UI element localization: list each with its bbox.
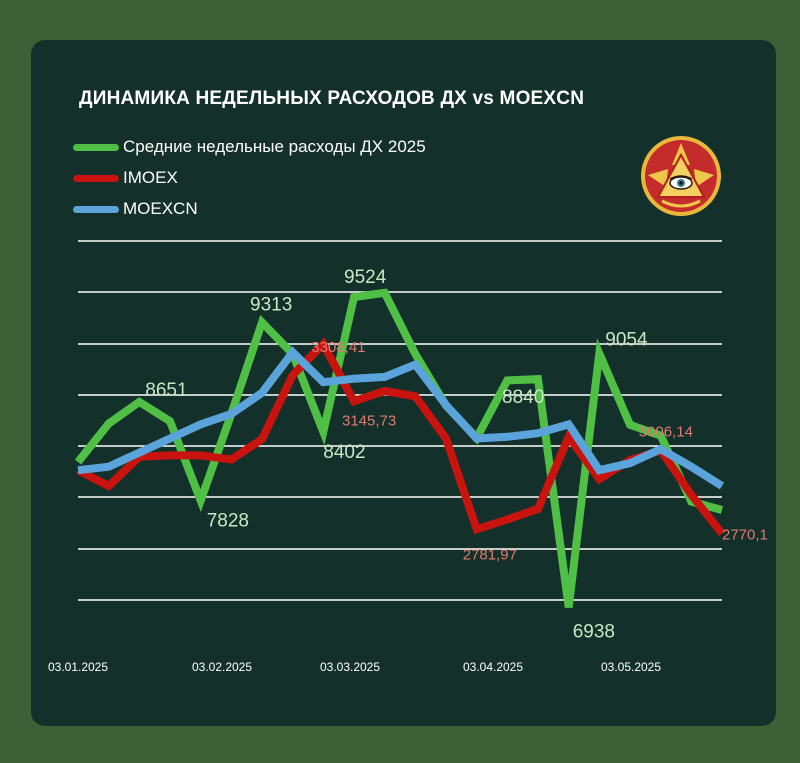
data-label-spending: 8402 [323, 442, 365, 463]
data-label-imoex: 3145,73 [342, 412, 396, 429]
legend-item-moexcn: MOEXCN [73, 199, 198, 219]
chart-title: ДИНАМИКА НЕДЕЛЬНЫХ РАСХОДОВ ДХ vs MOEXCN [79, 88, 585, 109]
data-label-imoex: 3308,41 [311, 339, 365, 356]
x-tick-label: 03.01.2025 [48, 660, 108, 674]
legend-swatch-blue [73, 205, 119, 213]
eye-pyramid-emblem-icon [641, 136, 721, 216]
data-label-spending: 9524 [344, 267, 387, 288]
x-tick-label: 03.03.2025 [320, 660, 380, 674]
data-label-spending: 7828 [207, 511, 249, 532]
x-tick-label: 03.05.2025 [601, 660, 661, 674]
x-tick-label: 03.04.2025 [463, 660, 523, 674]
data-label-spending: 9313 [250, 294, 292, 315]
data-label-spending: 6938 [573, 621, 615, 642]
data-label-spending: 8840 [502, 387, 544, 408]
legend-item-imoex: IMOEX [73, 168, 178, 188]
data-label-spending: 8651 [145, 380, 187, 401]
data-label-imoex: 2781,97 [463, 546, 517, 563]
data-label-imoex: 3006,14 [639, 423, 693, 440]
legend-swatch-green [73, 143, 119, 151]
legend-label-spending: Средние недельные расходы ДХ 2025 [123, 137, 426, 156]
data-label-imoex: 2770,1 [722, 527, 768, 544]
series-line-spending [74, 288, 724, 608]
legend-label-moexcn: MOEXCN [123, 199, 198, 218]
series-line-moexcn [77, 346, 725, 490]
legend-item-spending: Средние недельные расходы ДХ 2025 [73, 137, 426, 157]
x-tick-label: 03.02.2025 [192, 660, 252, 674]
data-label-spending: 9054 [605, 330, 648, 351]
legend-swatch-red [73, 174, 119, 182]
legend-label-imoex: IMOEX [123, 168, 178, 187]
